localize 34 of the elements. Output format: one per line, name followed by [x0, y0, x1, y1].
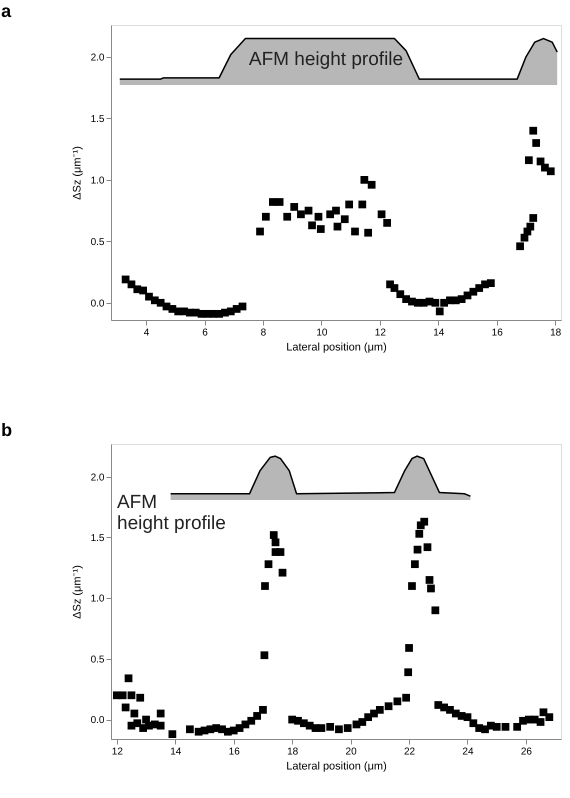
x-tick-label: 10	[316, 328, 328, 338]
x-axis-title: Lateral position (μm)	[286, 342, 387, 354]
annotation: AFM height profile	[248, 49, 404, 70]
x-tick-label: 18	[550, 328, 562, 338]
x-tick-label: 14	[433, 328, 445, 338]
x-tick-label: 12	[374, 328, 386, 338]
y-tick-label: 0.5	[90, 236, 105, 248]
x-tick-label: 26	[520, 746, 532, 758]
y-tick-label: 0.0	[90, 298, 105, 310]
x-tick-label: 16	[492, 328, 504, 338]
y-tick-label: 1.0	[90, 175, 105, 186]
x-tick-label: 16	[228, 746, 240, 758]
y-axis-title: ΔSz (μm⁻¹)	[72, 565, 84, 619]
y-tick-label: 1.0	[90, 594, 105, 605]
x-tick-label: 20	[346, 746, 358, 758]
annotation: AFM height profile	[117, 492, 226, 534]
chart-title: a	[1, 1, 12, 21]
y-axis-title: ΔSz (μm⁻¹)	[72, 146, 84, 200]
y-tick-label: 2.0	[90, 52, 105, 64]
x-tick-label: 8	[260, 328, 267, 338]
y-tick-label: 1.5	[90, 532, 105, 544]
x-tick-label: 4	[144, 328, 150, 338]
x-tick-label: 12	[112, 746, 124, 758]
x-tick-label: 22	[404, 746, 416, 758]
x-tick-label: 18	[287, 746, 299, 758]
y-tick-label: 1.5	[90, 114, 105, 125]
y-tick-label: 0.0	[90, 715, 105, 726]
x-tick-label: 24	[462, 746, 474, 758]
x-tick-label: 14	[170, 746, 182, 758]
x-tick-label: 6	[202, 328, 208, 338]
x-axis-title: Lateral position (μm)	[286, 760, 387, 772]
y-tick-label: 2.0	[90, 472, 105, 484]
y-tick-label: 0.5	[90, 654, 105, 666]
chart-title: b	[1, 420, 12, 440]
